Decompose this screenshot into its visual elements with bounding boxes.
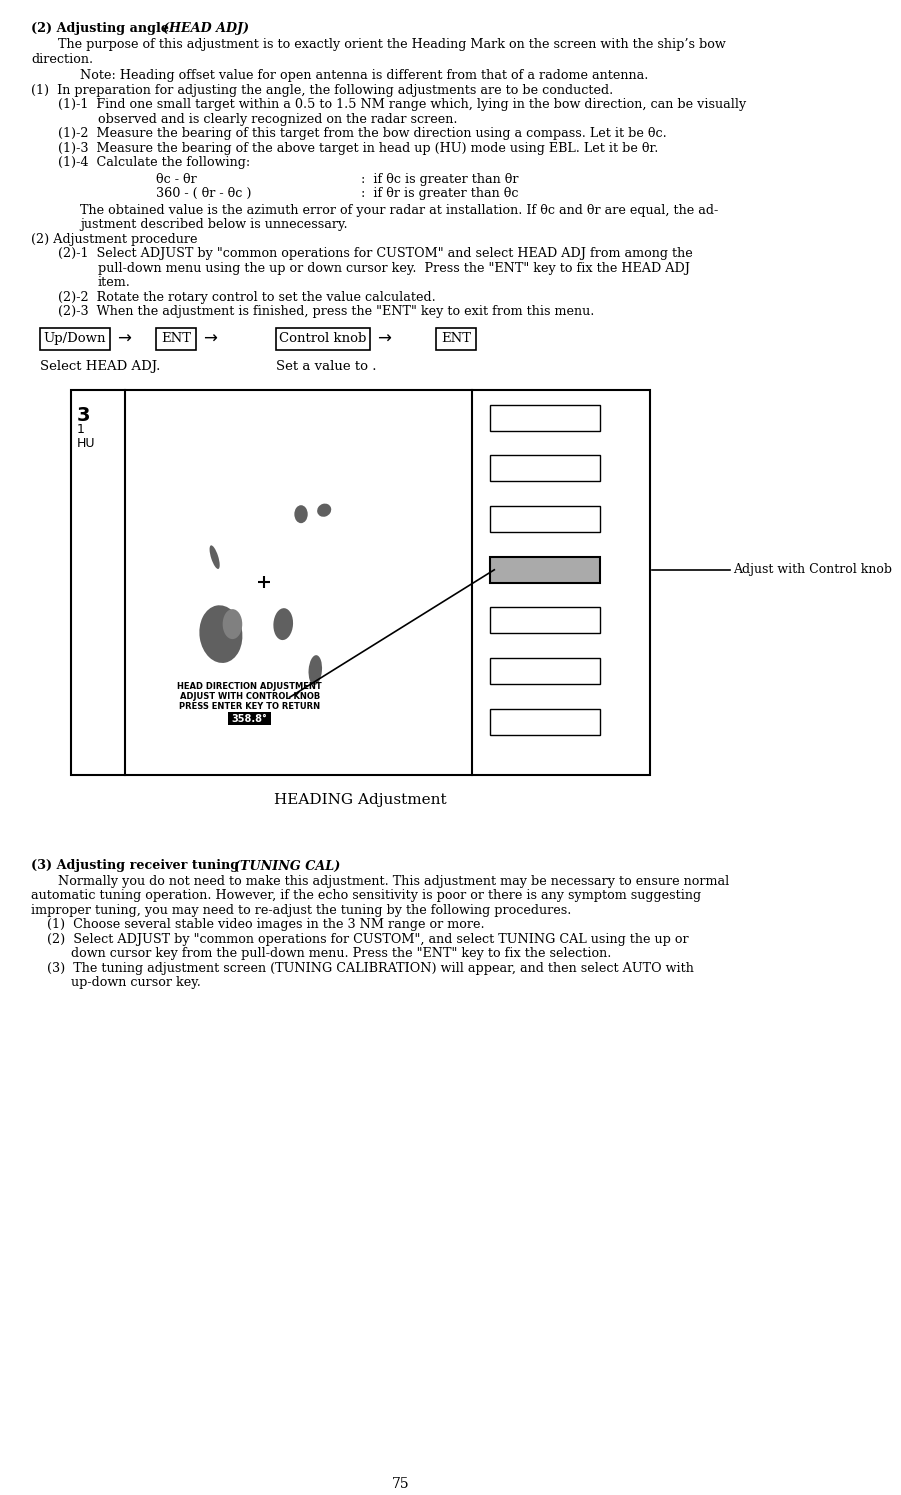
Text: pull-down menu using the up or down cursor key.  Press the "ENT" key to fix the : pull-down menu using the up or down curs… <box>98 262 690 275</box>
Ellipse shape <box>295 505 308 523</box>
Bar <box>490 709 600 736</box>
Text: (3) Adjusting receiver tuning: (3) Adjusting receiver tuning <box>32 860 244 873</box>
Bar <box>490 556 600 583</box>
Text: θc - θr: θc - θr <box>156 173 196 185</box>
Ellipse shape <box>308 655 322 685</box>
Bar <box>490 507 600 532</box>
Text: Adjust with Control knob: Adjust with Control knob <box>733 564 892 576</box>
Bar <box>490 658 600 685</box>
Text: (2)-1  Select ADJUST by "common operations for CUSTOM" and select HEAD ADJ from : (2)-1 Select ADJUST by "common operation… <box>58 247 693 260</box>
Text: (1)-2  Measure the bearing of this target from the bow direction using a compass: (1)-2 Measure the bearing of this target… <box>58 127 667 141</box>
Bar <box>40 327 110 350</box>
Text: 75: 75 <box>392 1477 410 1491</box>
Bar <box>490 405 600 431</box>
Text: Normally you do not need to make this adjustment. This adjustment may be necessa: Normally you do not need to make this ad… <box>58 875 729 888</box>
Text: Select HEAD ADJ.: Select HEAD ADJ. <box>40 360 160 372</box>
Text: 3: 3 <box>77 405 90 425</box>
Bar <box>490 607 600 634</box>
Text: ADJUST WITH CONTROL KNOB: ADJUST WITH CONTROL KNOB <box>179 692 320 701</box>
Text: →: → <box>203 330 217 348</box>
Text: Note: Heading offset value for open antenna is different from that of a radome a: Note: Heading offset value for open ante… <box>80 69 649 82</box>
Ellipse shape <box>223 608 242 638</box>
Text: automatic tuning operation. However, if the echo sensitivity is poor or there is: automatic tuning operation. However, if … <box>32 890 701 903</box>
Ellipse shape <box>317 504 332 517</box>
Text: 358.8°: 358.8° <box>232 713 268 724</box>
Text: (3)  The tuning adjustment screen (TUNING CALIBRATION) will appear, and then sel: (3) The tuning adjustment screen (TUNING… <box>47 961 694 975</box>
Text: (1)  Choose several stable video images in the 3 NM range or more.: (1) Choose several stable video images i… <box>47 918 485 931</box>
Bar <box>228 712 271 725</box>
Text: item.: item. <box>98 277 131 290</box>
Text: (HEAD ADJ): (HEAD ADJ) <box>163 22 249 34</box>
Text: →: → <box>116 330 131 348</box>
Text: (TUNING CAL): (TUNING CAL) <box>234 860 341 873</box>
Text: (1)  In preparation for adjusting the angle, the following adjustments are to be: (1) In preparation for adjusting the ang… <box>32 84 614 97</box>
Text: The purpose of this adjustment is to exactly orient the Heading Mark on the scre: The purpose of this adjustment is to exa… <box>58 39 725 51</box>
Text: (1)-1  Find one small target within a 0.5 to 1.5 NM range which, lying in the bo: (1)-1 Find one small target within a 0.5… <box>58 99 746 112</box>
Ellipse shape <box>210 546 220 570</box>
Text: 360 - ( θr - θc ): 360 - ( θr - θc ) <box>156 187 251 200</box>
Text: 1: 1 <box>77 423 85 435</box>
Text: (2) Adjusting angle: (2) Adjusting angle <box>32 22 174 34</box>
Text: (1)-3  Measure the bearing of the above target in head up (HU) mode using EBL. L: (1)-3 Measure the bearing of the above t… <box>58 142 659 155</box>
Ellipse shape <box>199 605 242 662</box>
Text: Up/Down: Up/Down <box>43 332 106 345</box>
Ellipse shape <box>273 608 293 640</box>
Bar <box>490 456 600 481</box>
Bar <box>156 327 196 350</box>
Text: (2)-3  When the adjustment is finished, press the "ENT" key to exit from this me: (2)-3 When the adjustment is finished, p… <box>58 305 595 318</box>
Text: HEADING Adjustment: HEADING Adjustment <box>275 792 447 806</box>
Text: HEAD DIRECTION ADJUSTMENT: HEAD DIRECTION ADJUSTMENT <box>177 682 322 691</box>
Text: observed and is clearly recognized on the radar screen.: observed and is clearly recognized on th… <box>98 114 458 126</box>
Text: direction.: direction. <box>32 52 94 66</box>
Text: :  if θc is greater than θr: : if θc is greater than θr <box>360 173 518 185</box>
Text: justment described below is unnecessary.: justment described below is unnecessary. <box>80 218 348 232</box>
Text: ENT: ENT <box>161 332 191 345</box>
Text: (2) Adjustment procedure: (2) Adjustment procedure <box>32 233 197 245</box>
Text: improper tuning, you may need to re-adjust the tuning by the following procedure: improper tuning, you may need to re-adju… <box>32 904 571 916</box>
Text: The obtained value is the azimuth error of your radar at installation. If θc and: The obtained value is the azimuth error … <box>80 203 718 217</box>
Text: Set a value to .: Set a value to . <box>276 360 377 372</box>
Text: HU: HU <box>77 437 96 450</box>
Text: Control knob: Control knob <box>279 332 367 345</box>
Text: PRESS ENTER KEY TO RETURN: PRESS ENTER KEY TO RETURN <box>179 703 320 712</box>
Text: ENT: ENT <box>441 332 471 345</box>
Bar <box>276 327 369 350</box>
Text: (1)-4  Calculate the following:: (1)-4 Calculate the following: <box>58 157 250 169</box>
Text: (2)-2  Rotate the rotary control to set the value calculated.: (2)-2 Rotate the rotary control to set t… <box>58 292 436 303</box>
Text: up-down cursor key.: up-down cursor key. <box>71 976 201 990</box>
Bar <box>436 327 477 350</box>
Text: →: → <box>377 330 391 348</box>
Text: down cursor key from the pull-down menu. Press the "ENT" key to fix the selectio: down cursor key from the pull-down menu.… <box>71 948 612 960</box>
Text: (2)  Select ADJUST by "common operations for CUSTOM", and select TUNING CAL usin: (2) Select ADJUST by "common operations … <box>47 933 689 946</box>
Bar <box>71 390 651 774</box>
Text: :  if θr is greater than θc: : if θr is greater than θc <box>360 187 518 200</box>
